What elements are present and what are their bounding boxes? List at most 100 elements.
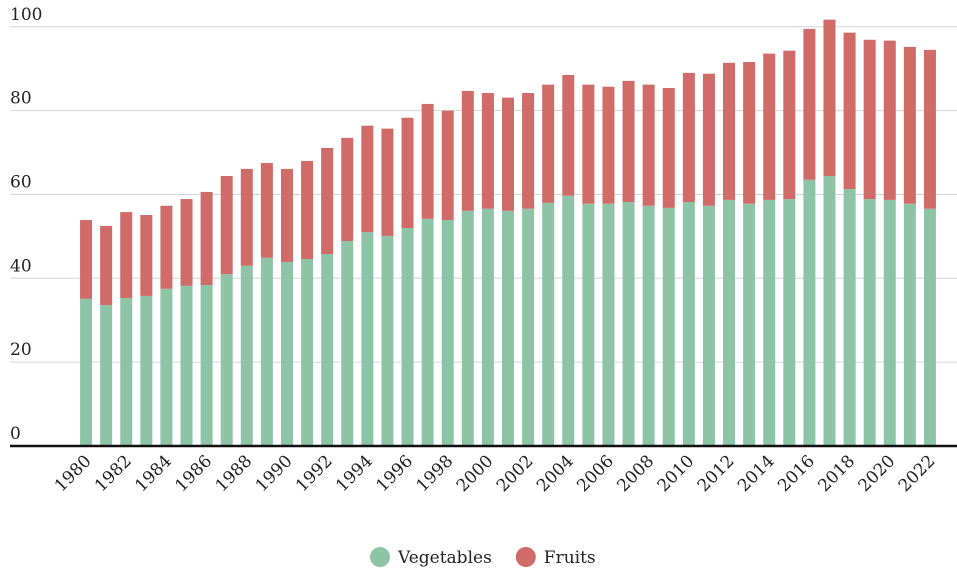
x-tick-label: 2002 xyxy=(493,451,538,496)
bar-segment xyxy=(562,195,575,446)
legend-marker xyxy=(515,547,536,567)
bar-segment xyxy=(903,46,916,204)
x-tick-label: 2018 xyxy=(814,451,859,496)
bar-segment xyxy=(100,305,113,446)
y-tick-label: 40 xyxy=(10,256,32,276)
bar-segment xyxy=(180,199,193,286)
bar-segment xyxy=(502,210,514,446)
y-tick-label: 80 xyxy=(10,89,32,109)
bar-segment xyxy=(542,84,555,203)
bar-segment xyxy=(481,208,494,446)
bar-segment xyxy=(140,295,153,446)
x-tick-label: 2000 xyxy=(453,451,498,496)
y-tick-label: 20 xyxy=(10,340,32,360)
x-tick-label: 1986 xyxy=(171,451,216,496)
bar-segment xyxy=(702,73,715,206)
bar-segment xyxy=(522,208,535,446)
bar-segment xyxy=(321,253,334,446)
y-tick-label: 60 xyxy=(10,172,32,192)
bar-segment xyxy=(280,261,293,446)
bar-segment xyxy=(80,298,93,446)
bar-segment xyxy=(903,203,916,446)
legend-label: Fruits xyxy=(544,548,596,568)
bar-segment xyxy=(662,207,675,446)
bar-segment xyxy=(421,103,434,219)
bar-segment xyxy=(481,93,494,209)
bar-segment xyxy=(863,39,876,200)
bar-segment xyxy=(602,86,615,204)
bar-segment xyxy=(301,160,314,260)
bar-segment xyxy=(602,203,615,446)
bar-segment xyxy=(280,168,293,262)
bar-segment xyxy=(542,202,555,446)
bar-segment xyxy=(321,147,334,254)
bar-segment xyxy=(622,80,635,203)
bar-segment xyxy=(562,74,575,196)
bar-segment xyxy=(763,53,776,200)
bar-segment xyxy=(883,40,896,200)
x-tick-label: 2010 xyxy=(654,451,699,496)
bar-segment xyxy=(803,28,816,180)
bar-segment xyxy=(160,205,173,289)
bar-segment xyxy=(220,274,233,446)
bar-segment xyxy=(80,220,93,299)
bar-segment xyxy=(743,203,756,446)
bar-segment xyxy=(642,84,655,206)
bar-segment xyxy=(803,179,816,447)
bar-segment xyxy=(723,62,736,200)
bar-segment xyxy=(260,257,273,446)
bar-segment xyxy=(582,203,595,446)
bar-segment xyxy=(682,72,695,203)
bar-segment xyxy=(120,298,133,446)
bar-segment xyxy=(260,163,273,258)
bar-segment xyxy=(120,212,133,299)
bar-segment xyxy=(763,199,776,446)
y-tick-label: 0 xyxy=(10,424,21,444)
bar-segment xyxy=(381,235,394,446)
bar-segment xyxy=(441,220,454,446)
bar-segment xyxy=(883,199,896,446)
bar-segment xyxy=(200,191,213,286)
x-tick-label: 2016 xyxy=(774,451,819,496)
bar-segment xyxy=(923,208,936,446)
legend-marker xyxy=(370,547,390,567)
bar-segment xyxy=(240,168,253,266)
x-tick-label: 2014 xyxy=(734,451,779,496)
x-tick-label: 1992 xyxy=(292,451,337,496)
bar-segment xyxy=(140,215,153,296)
x-tick-label: 1980 xyxy=(51,451,96,496)
x-tick-label: 1998 xyxy=(413,451,458,496)
bar-segment xyxy=(863,199,876,446)
bar-segment xyxy=(702,205,715,446)
bar-segment xyxy=(100,225,113,306)
x-tick-label: 2022 xyxy=(895,451,940,496)
legend-label: Vegetables xyxy=(397,548,492,568)
bar-segment xyxy=(341,240,354,446)
bar-segment xyxy=(682,202,695,446)
bar-segment xyxy=(401,117,414,228)
x-tick-label: 1984 xyxy=(131,451,176,496)
bar-segment xyxy=(502,97,514,211)
x-tick-label: 1996 xyxy=(372,451,417,496)
bar-segment xyxy=(180,285,193,446)
bar-segment xyxy=(361,232,374,446)
bar-segment xyxy=(421,218,434,446)
bar-segment xyxy=(642,205,655,446)
bar-segment xyxy=(301,259,314,446)
x-tick-label: 2020 xyxy=(855,451,900,496)
y-tick-label: 100 xyxy=(10,5,42,25)
bar-segment xyxy=(361,125,374,233)
bar-segment xyxy=(441,110,454,221)
bar-segment xyxy=(783,50,796,200)
bar-segment xyxy=(200,285,213,446)
bar-segment xyxy=(823,19,836,177)
bar-segment xyxy=(522,93,535,209)
x-tick-label: 1988 xyxy=(212,451,257,496)
bar-segment xyxy=(923,49,936,209)
x-tick-label: 2006 xyxy=(573,451,618,496)
x-tick-label: 2004 xyxy=(533,451,578,496)
x-tick-label: 1994 xyxy=(332,451,377,496)
x-tick-label: 2008 xyxy=(613,451,658,496)
bar-segment xyxy=(401,228,414,446)
